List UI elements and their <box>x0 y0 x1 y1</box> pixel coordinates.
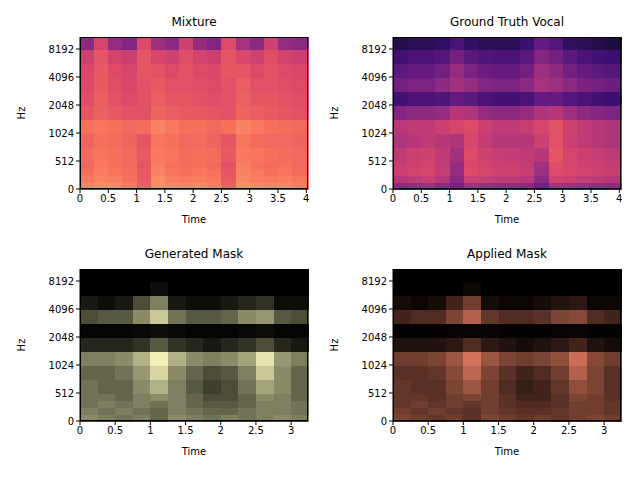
html-text:Ground Truth Vocal: Ground Truth Vocal <box>450 15 564 29</box>
svg-text:2048: 2048 <box>49 332 74 343</box>
svg-text:512: 512 <box>55 388 74 399</box>
svg-text:3: 3 <box>288 425 294 436</box>
html-text:Hz: Hz <box>16 338 27 352</box>
html-text:Mixture: Mixture <box>171 15 217 29</box>
svg-text:4096: 4096 <box>49 72 74 83</box>
svg-text:8192: 8192 <box>362 44 387 55</box>
svg-text:4096: 4096 <box>362 304 387 315</box>
svg-text:2: 2 <box>503 193 509 204</box>
svg-text:0.5: 0.5 <box>420 425 436 436</box>
html-text:Generated Mask: Generated Mask <box>144 247 244 261</box>
svg-text:1024: 1024 <box>49 128 74 139</box>
html-text:Time: Time <box>181 214 207 225</box>
svg-text:1024: 1024 <box>362 360 387 371</box>
svg-text:0: 0 <box>68 184 74 195</box>
svg-text:3: 3 <box>247 193 253 204</box>
svg-text:0.5: 0.5 <box>100 193 116 204</box>
html-text:Applied Mask: Applied Mask <box>467 247 547 261</box>
svg-text:8192: 8192 <box>49 276 74 287</box>
svg-text:4096: 4096 <box>362 72 387 83</box>
svg-text:512: 512 <box>368 388 387 399</box>
svg-text:0: 0 <box>77 193 83 204</box>
svg-text:2.5: 2.5 <box>561 425 577 436</box>
svg-text:0: 0 <box>381 416 387 427</box>
svg-text:0.5: 0.5 <box>107 425 123 436</box>
svg-text:2: 2 <box>218 425 224 436</box>
svg-text:1: 1 <box>133 193 139 204</box>
svg-text:2.5: 2.5 <box>213 193 229 204</box>
svg-text:0: 0 <box>390 425 396 436</box>
svg-text:2.5: 2.5 <box>526 193 542 204</box>
svg-text:3: 3 <box>601 425 607 436</box>
svg-text:0: 0 <box>390 193 396 204</box>
svg-text:1: 1 <box>446 193 452 204</box>
svg-text:8192: 8192 <box>49 44 74 55</box>
svg-text:1.5: 1.5 <box>470 193 486 204</box>
svg-text:0: 0 <box>68 416 74 427</box>
html-text:Time: Time <box>494 214 520 225</box>
svg-text:2048: 2048 <box>362 100 387 111</box>
svg-text:8192: 8192 <box>362 276 387 287</box>
svg-text:4096: 4096 <box>49 304 74 315</box>
svg-text:3: 3 <box>560 193 566 204</box>
svg-text:4: 4 <box>616 193 622 204</box>
svg-text:512: 512 <box>55 156 74 167</box>
svg-text:1024: 1024 <box>49 360 74 371</box>
svg-text:0: 0 <box>381 184 387 195</box>
html-text:Hz: Hz <box>16 106 27 120</box>
svg-text:512: 512 <box>368 156 387 167</box>
svg-text:1: 1 <box>460 425 466 436</box>
svg-text:1: 1 <box>147 425 153 436</box>
svg-text:2.5: 2.5 <box>248 425 264 436</box>
svg-text:2: 2 <box>190 193 196 204</box>
svg-text:1024: 1024 <box>362 128 387 139</box>
svg-text:3.5: 3.5 <box>583 193 599 204</box>
svg-text:2048: 2048 <box>49 100 74 111</box>
svg-text:0: 0 <box>77 425 83 436</box>
html-text:Time: Time <box>181 446 207 457</box>
svg-text:2: 2 <box>531 425 537 436</box>
svg-text:1.5: 1.5 <box>157 193 173 204</box>
svg-text:4: 4 <box>303 193 309 204</box>
svg-text:1.5: 1.5 <box>178 425 194 436</box>
svg-text:0.5: 0.5 <box>413 193 429 204</box>
svg-text:1.5: 1.5 <box>491 425 507 436</box>
html-text:Hz: Hz <box>329 338 340 352</box>
svg-text:3.5: 3.5 <box>270 193 286 204</box>
html-text:Time: Time <box>494 446 520 457</box>
html-text:Hz: Hz <box>329 106 340 120</box>
svg-text:2048: 2048 <box>362 332 387 343</box>
